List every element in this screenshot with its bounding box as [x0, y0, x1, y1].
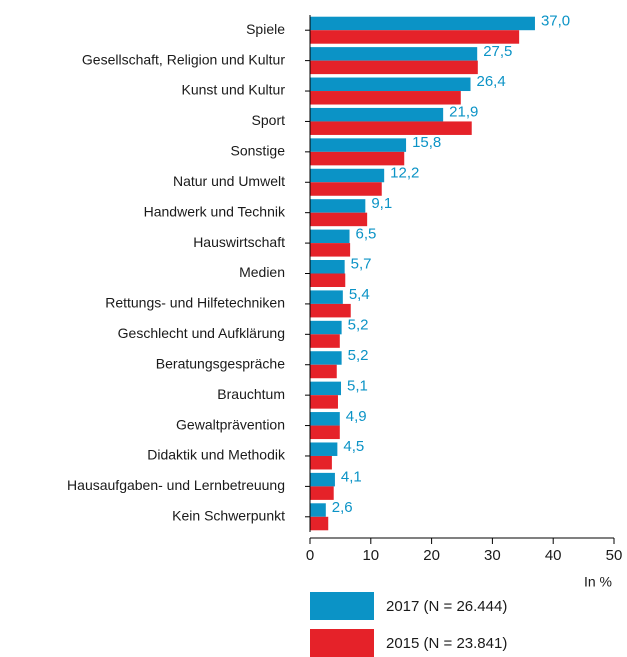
- bar: [310, 151, 405, 166]
- bar: [310, 199, 366, 213]
- bar: [310, 503, 326, 517]
- value-label: 5,1: [347, 377, 368, 394]
- bar: [310, 425, 340, 440]
- bar: [310, 121, 472, 135]
- category-label: Beratungsgespräche: [156, 355, 285, 371]
- x-tick-label: 40: [545, 547, 562, 564]
- category-label: Hausaufgaben- und Lernbetreuung: [67, 477, 285, 493]
- category-label: Kunst und Kultur: [181, 82, 285, 98]
- bar: [310, 77, 471, 92]
- bar: [310, 395, 338, 409]
- bar: [310, 30, 520, 44]
- value-label: 5,7: [351, 256, 372, 273]
- bar: [310, 243, 351, 257]
- category-label: Handwerk und Technik: [144, 203, 286, 219]
- bar: [310, 364, 337, 379]
- value-label: 6,5: [356, 225, 377, 242]
- legend-label: 2015 (N = 23.841): [386, 635, 507, 652]
- value-label: 27,5: [483, 43, 512, 60]
- category-label: Medien: [239, 264, 285, 280]
- category-label: Gesellschaft, Religion und Kultur: [82, 51, 285, 67]
- bar: [310, 91, 461, 105]
- category-label: Kein Schwerpunkt: [172, 507, 285, 523]
- x-axis-label: In %: [584, 574, 612, 590]
- bar: [310, 412, 340, 426]
- category-label: Natur und Umwelt: [173, 173, 285, 189]
- value-label: 5,2: [348, 317, 369, 334]
- bar: [310, 182, 382, 196]
- category-label: Brauchtum: [217, 386, 285, 402]
- value-label: 5,2: [348, 347, 369, 364]
- bar: [310, 60, 478, 75]
- bar: [310, 486, 334, 500]
- bar: [310, 334, 340, 348]
- bar: [310, 455, 332, 470]
- bar: [310, 260, 345, 274]
- x-tick-label: 20: [423, 547, 440, 564]
- category-label: Spiele: [246, 21, 285, 37]
- x-tick-label: 0: [306, 547, 314, 564]
- value-label: 9,1: [371, 195, 392, 212]
- bar: [310, 320, 342, 335]
- bar: [310, 229, 350, 244]
- legend-label: 2017 (N = 26.444): [386, 598, 507, 615]
- value-label: 4,5: [343, 438, 364, 455]
- bar: [310, 212, 368, 227]
- legend-swatch: [310, 629, 374, 657]
- bar: [310, 381, 342, 396]
- bar: [310, 168, 385, 183]
- value-label: 12,2: [390, 164, 419, 181]
- value-label: 4,1: [341, 469, 362, 486]
- value-label: 26,4: [477, 73, 506, 90]
- value-label: 4,9: [346, 408, 367, 425]
- value-label: 21,9: [449, 104, 478, 121]
- bar: [310, 16, 535, 31]
- bar: [310, 138, 407, 152]
- bar: [310, 472, 335, 487]
- bar: [310, 351, 342, 365]
- x-tick-label: 30: [484, 547, 501, 564]
- category-label: Sonstige: [231, 143, 286, 159]
- bar: [310, 47, 478, 61]
- category-label: Didaktik und Methodik: [147, 447, 286, 463]
- bar: [310, 273, 346, 287]
- category-label: Sport: [252, 112, 286, 128]
- value-label: 15,8: [412, 134, 441, 151]
- category-label: Gewaltprävention: [176, 416, 285, 432]
- bar: [310, 107, 444, 122]
- value-label: 5,4: [349, 286, 370, 303]
- category-label: Geschlecht und Aufklärung: [118, 325, 285, 341]
- bar: [310, 516, 329, 531]
- legend-swatch: [310, 592, 374, 620]
- category-label: Hauswirtschaft: [193, 234, 285, 250]
- category-label: Rettungs- und Hilfetechniken: [105, 295, 285, 311]
- bar: [310, 290, 343, 304]
- bar: [310, 442, 338, 456]
- bar: [310, 303, 351, 318]
- value-label: 37,0: [541, 12, 570, 29]
- x-tick-label: 10: [362, 547, 379, 564]
- value-label: 2,6: [332, 499, 353, 516]
- x-tick-label: 50: [606, 547, 623, 564]
